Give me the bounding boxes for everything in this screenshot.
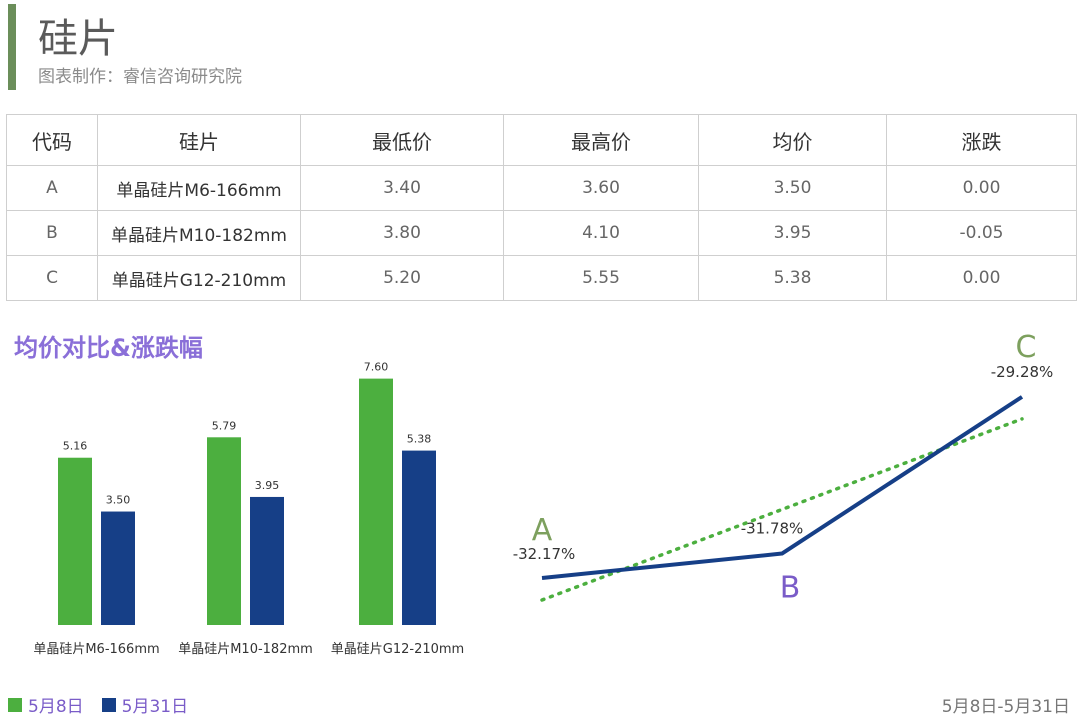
point-letter-c: C	[1016, 330, 1037, 365]
cell-product: 单晶硅片M6-166mm	[97, 165, 301, 211]
title-accent-bar	[8, 4, 16, 90]
cell-avg-price: 5.38	[698, 255, 887, 301]
bar-may8-1	[207, 437, 241, 625]
cell-product: 单晶硅片M10-182mm	[97, 210, 301, 256]
legend-swatch-blue	[101, 697, 116, 712]
bar-may31-1	[250, 496, 284, 625]
page-title: 硅片	[38, 16, 118, 62]
header-low-price: 最低价	[300, 114, 504, 166]
cell-code: B	[6, 210, 98, 256]
table-header-row: 代码 硅片 最低价 最高价 均价 涨跌	[6, 114, 1077, 166]
x-tick-label: 单晶硅片G12-210mm	[331, 642, 464, 657]
page-subtitle: 图表制作：睿信咨询研究院	[38, 67, 242, 87]
cell-change: -0.05	[886, 210, 1077, 256]
cell-code: C	[6, 255, 98, 301]
cell-product: 单晶硅片G12-210mm	[97, 255, 301, 301]
chart-legend: 5月8日 5月31日	[8, 692, 206, 717]
point-letter-a: A	[532, 513, 553, 548]
cell-low-price: 3.80	[300, 210, 504, 256]
bar-may31-0	[101, 511, 135, 625]
date-range: 5月8日-5月31日	[941, 697, 1070, 717]
legend-item-may8: 5月8日	[8, 692, 84, 717]
cell-high-price: 5.55	[503, 255, 699, 301]
table-row: C 单晶硅片G12-210mm 5.20 5.55 5.38 0.00	[6, 255, 1077, 301]
header-change: 涨跌	[886, 114, 1077, 166]
legend-label: 5月31日	[121, 697, 189, 717]
bar-value-label: 5.38	[407, 433, 432, 446]
cell-change: 0.00	[886, 255, 1077, 301]
bar-value-label: 3.95	[255, 479, 280, 492]
series-line	[541, 395, 1024, 580]
table-row: A 单晶硅片M6-166mm 3.40 3.60 3.50 0.00	[6, 165, 1077, 211]
cell-high-price: 3.60	[503, 165, 699, 211]
cell-change: 0.00	[886, 165, 1077, 211]
point-letter-b: B	[780, 571, 801, 606]
cell-avg-price: 3.95	[698, 210, 887, 256]
bar-value-label: 5.16	[63, 440, 88, 453]
price-table: 代码 硅片 最低价 最高价 均价 涨跌 A 单晶硅片M6-166mm 3.40 …	[6, 114, 1077, 301]
bar-value-label: 5.79	[212, 419, 237, 432]
x-tick-label: 单晶硅片M10-182mm	[178, 642, 313, 657]
header-high-price: 最高价	[503, 114, 699, 166]
cell-low-price: 5.20	[300, 255, 504, 301]
table-row: B 单晶硅片M10-182mm 3.80 4.10 3.95 -0.05	[6, 210, 1077, 256]
point-value-label: -31.78%	[741, 520, 804, 538]
bar-may8-0	[58, 457, 92, 625]
cell-code: A	[6, 165, 98, 211]
bar-may31-2	[402, 450, 436, 625]
x-tick-label: 单晶硅片M6-166mm	[33, 642, 159, 657]
legend-label: 5月8日	[28, 697, 84, 717]
bar-may8-2	[359, 378, 393, 625]
avg-price-bar-chart: 5.16 3.50 单晶硅片M6-166mm 5.79 3.95 单晶硅片M10-182m…	[33, 361, 464, 657]
bar-value-label: 3.50	[106, 494, 131, 507]
header-code: 代码	[6, 114, 98, 166]
section-title: 均价对比&涨跌幅	[14, 334, 203, 362]
header-avg-price: 均价	[698, 114, 887, 166]
legend-swatch-green	[8, 697, 22, 712]
change-line-chart: A-32.17% B -31.78% C-29.28%	[513, 330, 1054, 606]
bar-value-label: 7.60	[364, 361, 389, 374]
legend-item-may31: 5月31日	[101, 692, 189, 717]
point-value-label: -32.17%	[513, 545, 576, 563]
cell-avg-price: 3.50	[698, 165, 887, 211]
cell-low-price: 3.40	[300, 165, 504, 211]
header-product: 硅片	[97, 114, 301, 166]
cell-high-price: 4.10	[503, 210, 699, 256]
point-value-label: -29.28%	[991, 363, 1054, 381]
